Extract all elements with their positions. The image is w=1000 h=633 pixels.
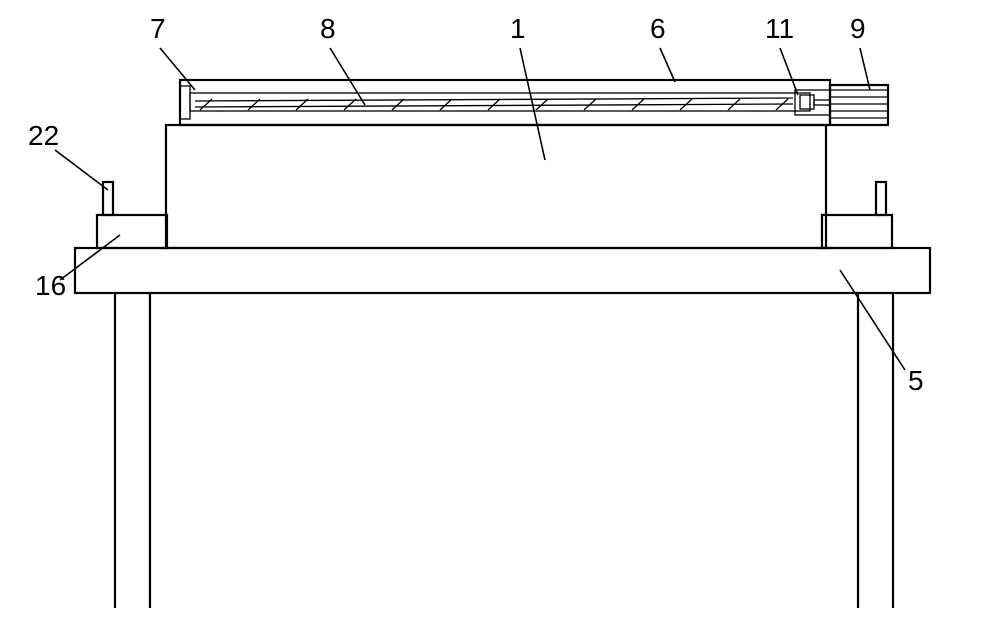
leader-line — [520, 48, 545, 160]
leader-line — [330, 48, 365, 105]
leader-line — [60, 235, 120, 280]
leader-line — [660, 48, 675, 82]
base-table — [75, 248, 930, 293]
stub-post — [876, 182, 886, 215]
callout-label-6: 6 — [650, 13, 666, 44]
body-block — [166, 125, 826, 248]
leader-line — [780, 48, 798, 95]
callout-label-1: 1 — [510, 13, 526, 44]
mount-block — [97, 215, 167, 248]
motor — [830, 85, 888, 125]
callout-label-11: 11 — [765, 13, 794, 44]
leader-line — [55, 150, 108, 190]
leader-line — [160, 48, 195, 90]
mount-block — [822, 215, 892, 248]
leader-line — [840, 270, 905, 370]
leader-line — [860, 48, 870, 90]
callout-label-8: 8 — [320, 13, 336, 44]
callout-label-16: 16 — [35, 270, 66, 301]
callout-label-22: 22 — [28, 120, 59, 151]
callout-label-5: 5 — [908, 365, 924, 396]
callout-label-7: 7 — [150, 13, 166, 44]
technical-drawing: 781611922165 — [0, 0, 1000, 633]
top-inner — [190, 93, 810, 111]
top-outer — [180, 80, 830, 125]
callout-label-9: 9 — [850, 13, 866, 44]
